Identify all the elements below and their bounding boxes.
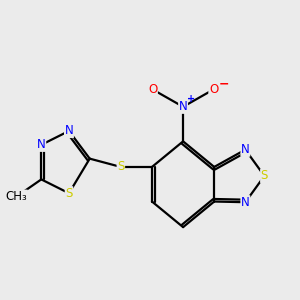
Text: N: N [241, 143, 250, 156]
Text: O: O [209, 83, 218, 96]
Text: N: N [37, 138, 46, 151]
Text: S: S [117, 160, 124, 173]
Text: S: S [65, 187, 73, 200]
Text: O: O [148, 83, 157, 96]
Text: N: N [179, 100, 188, 113]
Text: S: S [261, 169, 268, 182]
Text: CH₃: CH₃ [5, 190, 27, 203]
Text: −: − [219, 78, 229, 91]
Text: N: N [64, 124, 73, 137]
Text: N: N [241, 196, 250, 209]
Text: +: + [187, 94, 195, 104]
